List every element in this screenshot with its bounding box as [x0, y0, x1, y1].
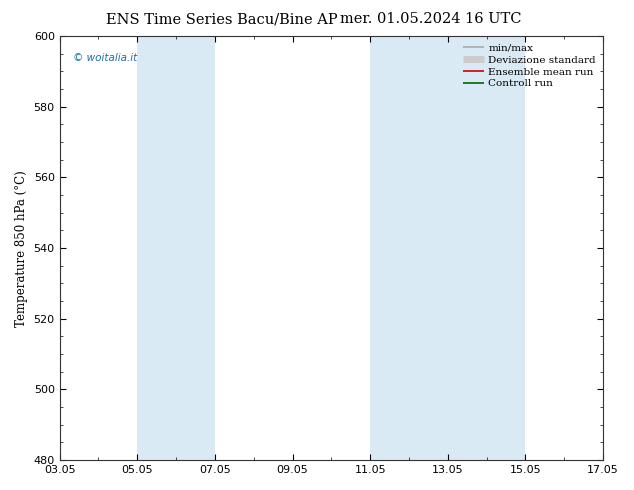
- Y-axis label: Temperature 850 hPa (°C): Temperature 850 hPa (°C): [15, 170, 28, 326]
- Text: © woitalia.it: © woitalia.it: [74, 53, 138, 63]
- Bar: [138, 36, 215, 460]
- Text: mer. 01.05.2024 16 UTC: mer. 01.05.2024 16 UTC: [340, 12, 522, 26]
- Legend: min/max, Deviazione standard, Ensemble mean run, Controll run: min/max, Deviazione standard, Ensemble m…: [461, 41, 598, 91]
- Bar: [370, 36, 526, 460]
- Text: ENS Time Series Bacu/Bine AP: ENS Time Series Bacu/Bine AP: [106, 12, 338, 26]
